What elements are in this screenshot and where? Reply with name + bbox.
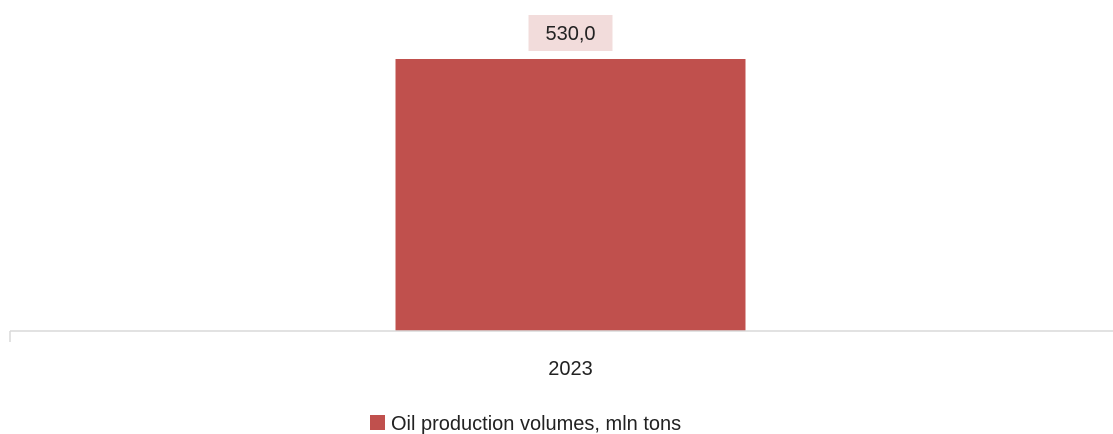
legend-label: Oil production volumes, mln tons: [391, 413, 681, 434]
bar-2023: [395, 59, 746, 331]
plot-area: 530,0: [395, 15, 746, 331]
data-label: 530,0: [545, 23, 595, 45]
legend: Oil production volumes, mln tons: [370, 413, 681, 434]
legend-swatch: [370, 415, 385, 430]
x-axis-labels: 2023: [548, 358, 593, 380]
x-tick-label: 2023: [548, 358, 593, 380]
data-label-background: [528, 15, 613, 51]
